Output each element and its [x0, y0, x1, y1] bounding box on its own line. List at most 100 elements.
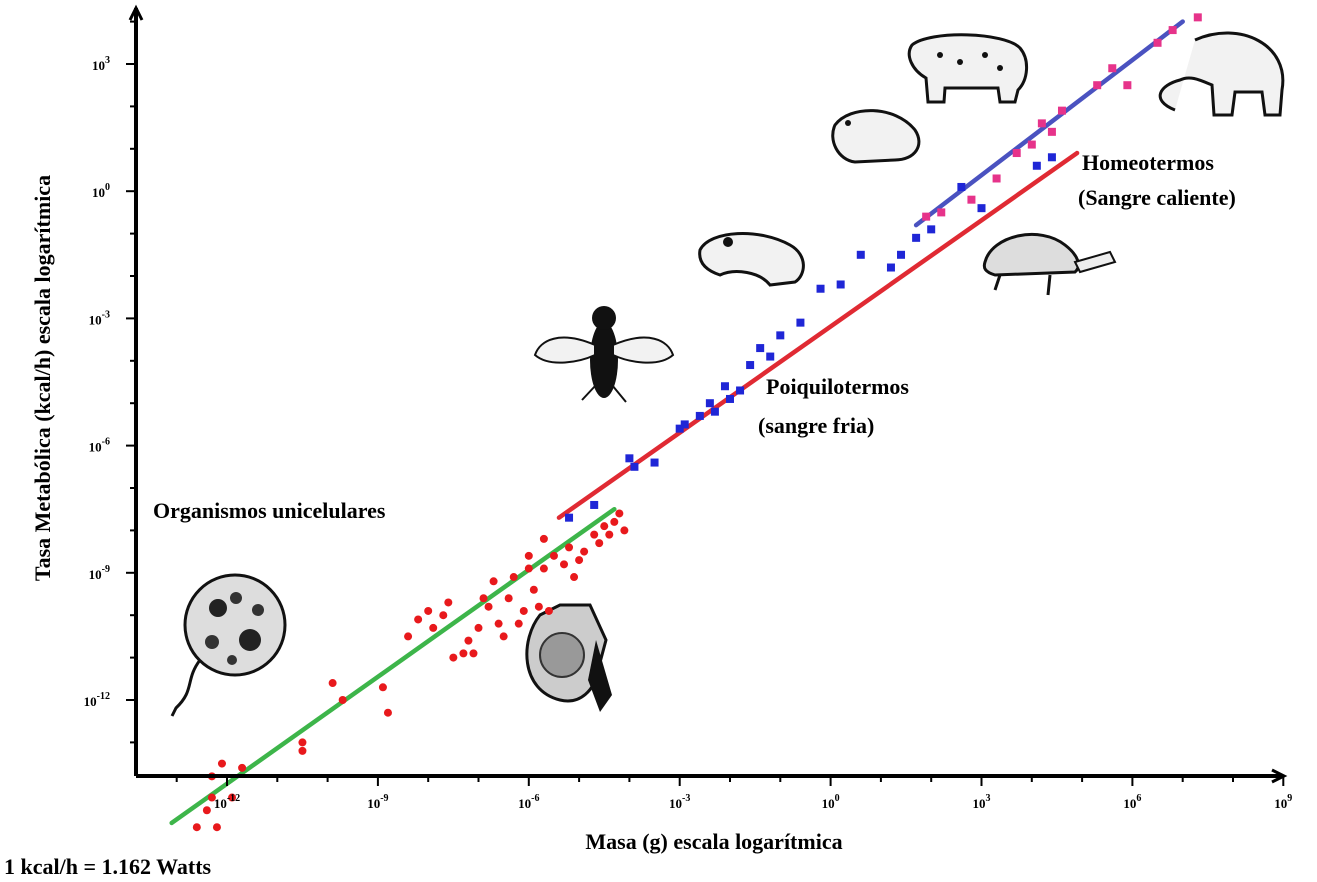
data-point-0-22: [464, 636, 473, 645]
data-point-2-6: [1037, 119, 1046, 128]
fit-line-2: [913, 19, 1185, 228]
data-point-1-8: [705, 399, 714, 408]
data-point-2-11: [1123, 81, 1132, 90]
data-point-0-24: [474, 623, 483, 632]
data-point-0-34: [524, 551, 533, 560]
data-point-0-52: [539, 534, 548, 543]
y-tick-label-2: 10-3: [89, 309, 110, 327]
data-point-2-7: [1047, 127, 1056, 136]
data-point-1-10: [720, 382, 729, 391]
x-tick-label-2: 10-6: [518, 793, 539, 811]
data-point-0-31: [509, 573, 518, 582]
data-point-0-25: [479, 594, 488, 603]
data-point-0-23: [469, 649, 478, 658]
annotation-poikilotherms-sub: (sangre fria): [758, 413, 874, 438]
data-point-0-47: [600, 522, 609, 531]
data-point-2-8: [1057, 106, 1066, 115]
data-point-1-17: [796, 318, 805, 327]
data-point-1-12: [736, 386, 745, 395]
data-point-1-20: [856, 250, 865, 259]
data-point-0-8: [298, 738, 307, 747]
data-point-1-24: [927, 225, 936, 234]
rat-icon: [831, 109, 921, 164]
data-point-0-9: [298, 746, 307, 755]
data-point-0-0: [192, 823, 201, 832]
data-point-0-29: [499, 632, 508, 641]
data-point-0-38: [544, 606, 553, 615]
y-axis-arrow: [128, 4, 144, 21]
x-axis-title: Masa (g) escala logarítmica: [585, 829, 842, 854]
data-point-0-32: [514, 619, 523, 628]
data-point-2-2: [967, 195, 976, 204]
data-point-1-6: [680, 420, 689, 429]
cell-icon: [525, 603, 612, 712]
data-point-0-12: [378, 683, 387, 692]
annotation-poikilotherms: Poiquilotermos: [766, 374, 909, 399]
data-point-0-1: [202, 806, 211, 815]
data-point-0-2: [207, 793, 216, 802]
x-tick-label-3: 10-3: [669, 793, 690, 811]
annotation-unicellular: Organismos unicelulares: [153, 498, 386, 523]
data-point-0-53: [524, 564, 533, 573]
x-tick-label-1: 10-9: [367, 793, 388, 811]
data-point-1-9: [710, 407, 719, 416]
y-tick-label-3: 10-6: [89, 437, 110, 455]
data-point-2-13: [1168, 26, 1177, 35]
y-tick-label-5: 10-12: [84, 691, 110, 709]
data-point-1-11: [726, 394, 734, 403]
data-point-0-51: [620, 526, 629, 535]
data-point-0-39: [549, 551, 558, 560]
data-point-2-10: [1108, 64, 1117, 73]
data-point-1-19: [836, 280, 845, 289]
tortoise-icon: [982, 232, 1117, 296]
data-point-2-5: [1027, 140, 1036, 149]
data-point-2-14: [1193, 13, 1202, 22]
annotation-homeotherms-sub: (Sangre caliente): [1078, 185, 1236, 210]
data-point-0-7: [238, 763, 247, 772]
data-point-1-0: [565, 513, 574, 522]
data-point-0-36: [534, 602, 543, 611]
data-point-1-27: [1032, 161, 1041, 170]
data-point-0-17: [429, 623, 438, 632]
annotations: Organismos unicelulares Poiquilotermos (…: [153, 150, 1236, 523]
data-point-2-1: [937, 208, 946, 217]
data-point-0-20: [449, 653, 458, 662]
data-point-0-41: [565, 543, 574, 552]
data-point-1-26: [977, 204, 986, 213]
leopard-icon: [907, 33, 1028, 104]
y-axis-title: Tasa Metabólica (kcal/h) escala logarítm…: [30, 175, 55, 581]
data-point-1-2: [625, 454, 634, 463]
data-point-0-30: [504, 594, 513, 603]
data-point-0-26: [484, 602, 493, 611]
data-point-1-23: [912, 233, 921, 242]
data-point-1-15: [766, 352, 775, 361]
unit-footnote: 1 kcal/h = 1.162 Watts: [4, 854, 212, 879]
data-point-2-9: [1093, 81, 1102, 90]
fit-line-0: [169, 506, 617, 826]
fit-line-1: [556, 150, 1080, 520]
data-point-0-13: [383, 708, 392, 717]
annotation-homeotherms: Homeotermos: [1082, 150, 1214, 175]
data-point-0-49: [610, 517, 619, 526]
data-point-1-25: [957, 182, 966, 191]
data-point-1-28: [1047, 153, 1056, 162]
data-point-0-48: [605, 530, 614, 539]
x-tick-label-0: 10-12: [214, 793, 240, 811]
data-point-1-22: [897, 250, 906, 259]
data-point-0-3: [212, 823, 221, 832]
y-tick-label-1: 100: [92, 182, 110, 200]
x-tick-label-5: 103: [973, 793, 991, 811]
data-point-0-27: [489, 577, 498, 586]
data-point-1-7: [695, 411, 704, 420]
fly-icon: [533, 306, 675, 403]
data-point-0-46: [595, 539, 604, 548]
x-tick-label-7: 109: [1274, 793, 1292, 811]
data-point-1-1: [590, 500, 599, 509]
data-point-0-43: [575, 556, 584, 565]
data-point-0-28: [494, 619, 503, 628]
x-tick-label-4: 100: [822, 793, 840, 811]
data-point-0-50: [615, 509, 624, 518]
data-point-0-6: [228, 793, 237, 802]
axes: 10-12 10-9 10-6 10-3 100 103 106 109 103 100 10-3 1…: [84, 4, 1292, 811]
